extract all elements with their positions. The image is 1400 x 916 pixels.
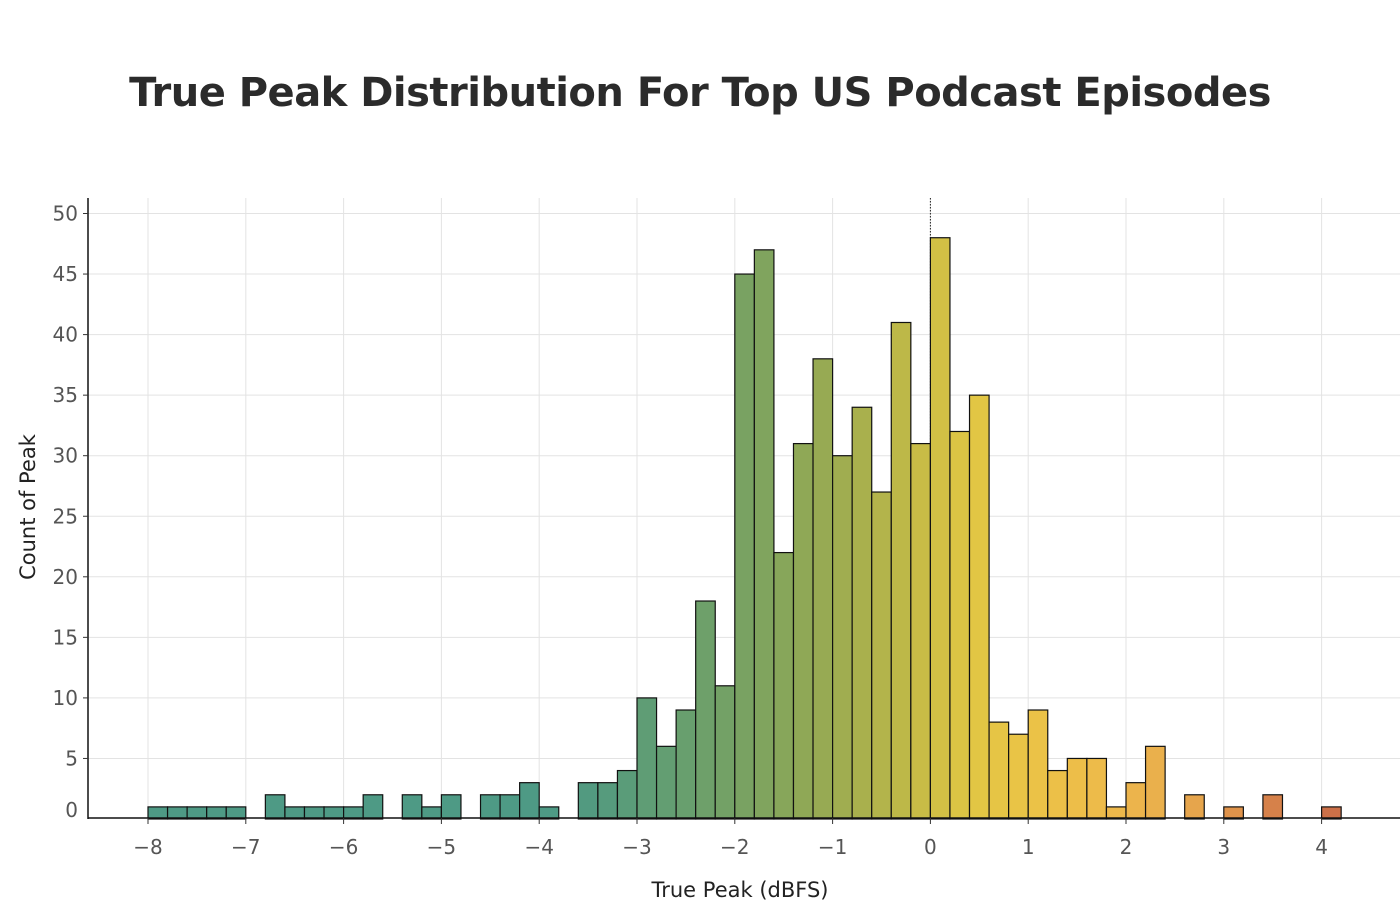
histogram-bar [929,237,951,820]
y-tick-label: 20 [53,565,78,589]
histogram-bar [792,442,814,820]
histogram-bar [206,806,227,820]
histogram-bar [284,806,306,820]
histogram-bar [401,794,423,820]
axes [87,198,1400,819]
x-tick-label: −7 [231,835,260,859]
y-tick-label: 40 [53,323,78,347]
histogram-bar [1144,745,1166,820]
x-tick-label: 0 [924,835,937,859]
histogram-bar [421,806,442,820]
histogram-bar [577,782,599,820]
histogram-bar [655,745,677,820]
histogram-bar [949,430,971,820]
histogram-bar [695,600,716,820]
histogram-bar [440,794,462,820]
x-tick-label: −8 [133,835,162,859]
y-tick-labels: 0 5 10 15 20 25 30 35 40 45 50 [53,202,88,822]
histogram-bar [597,782,619,820]
histogram-bar [616,769,638,820]
y-tick-label: 50 [53,202,78,226]
histogram-bar [714,685,736,820]
x-tick-label: −6 [329,835,358,859]
histogram-bar [753,249,775,820]
x-tick-label: −4 [524,835,553,859]
histogram-bar [988,721,1010,820]
histogram-bar [1262,794,1284,820]
histogram-bar [1047,769,1068,820]
histogram-bar [1066,757,1088,820]
y-axis-label: Count of Peak [16,433,40,580]
histogram-bar [890,321,912,820]
histogram-bar [1086,757,1108,820]
y-tick-label: 30 [53,444,78,468]
histogram-bar [225,806,247,820]
y-tick-label: 25 [53,504,78,528]
y-tick-label: 45 [53,262,78,286]
x-tick-label: −5 [427,835,456,859]
x-tick-label: −3 [622,835,651,859]
histogram-bar [1125,782,1147,820]
histogram-bar [362,794,384,820]
histogram-bar [1027,709,1049,820]
histogram-bar [675,709,697,820]
histogram-bar [734,273,755,820]
y-tick-label: 10 [53,686,78,710]
y-tick-label: 0 [65,798,78,822]
x-tick-label: 1 [1022,835,1035,859]
histogram-bar [147,806,169,820]
histogram-bar [343,806,364,820]
y-tick-label: 15 [53,625,78,649]
histogram-bar [1105,806,1127,820]
histogram-bar [871,491,892,820]
x-axis-label: True Peak (dBFS) [651,878,829,902]
x-tick-label: 4 [1315,835,1328,859]
histogram-bar [303,806,325,820]
histogram-bar [1008,733,1029,820]
histogram-bar [264,794,286,820]
histogram-bar [1223,806,1244,820]
x-tick-label: 2 [1120,835,1133,859]
histogram-bar [186,806,208,820]
histogram-bar [636,697,658,820]
histogram-bar [910,442,932,820]
histogram-bar [538,806,560,820]
y-tick-label: 5 [65,746,78,770]
histogram-bar [851,406,873,820]
histogram-bar [499,794,521,820]
bars [147,237,1342,820]
histogram-bar [323,806,345,820]
x-tick-label: −2 [720,835,749,859]
y-tick-label: 35 [53,383,78,407]
x-tick-label: 3 [1217,835,1230,859]
histogram-bar [1320,806,1342,820]
histogram-bar [479,794,501,820]
histogram-bar [812,358,834,820]
histogram-bar [166,806,188,820]
histogram-bar [519,782,540,820]
histogram-bar [773,551,795,820]
chart-title: True Peak Distribution For Top US Podcas… [129,70,1271,116]
histogram-bar [831,455,853,820]
x-tick-label: −1 [818,835,847,859]
histogram-bar [968,394,990,820]
histogram-bar [1184,794,1205,820]
x-tick-labels: −8 −7 −6 −5 −4 −3 −2 −1 0 1 2 3 4 [133,818,1328,859]
